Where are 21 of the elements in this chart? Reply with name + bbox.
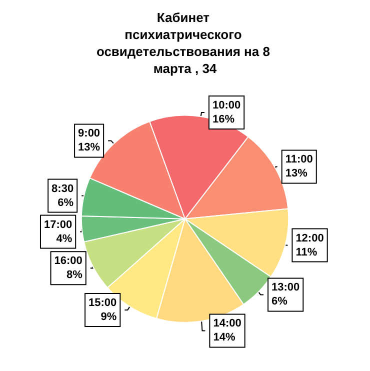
slice-label: 14:00 — [213, 318, 242, 330]
slice-label: 12:00 — [296, 232, 324, 244]
data-label: 14% — [213, 332, 236, 344]
data-label: 8% — [66, 269, 83, 282]
slice-label: 13:00 — [272, 282, 300, 294]
data-label: 11% — [296, 246, 318, 258]
slice-label: 9:00 — [78, 128, 100, 140]
slice-label: 11:00 — [285, 154, 313, 166]
data-label: 16% — [212, 114, 235, 126]
data-label: 13% — [285, 168, 308, 180]
data-label: 6% — [272, 296, 288, 308]
data-label: 13% — [78, 142, 100, 154]
data-label: 6% — [58, 196, 74, 209]
slice-label: 15:00 — [88, 296, 117, 309]
data-label: 4% — [56, 232, 72, 245]
chart-title: Кабинет психиатрического освидетельствования на 8 марта , 34 — [96, 10, 274, 76]
slice-label: 16:00 — [54, 255, 82, 268]
data-label: 9% — [100, 310, 117, 323]
slice-label: 17:00 — [44, 218, 72, 231]
slice-label: 10:00 — [212, 100, 241, 112]
slice-label: 8:30 — [52, 182, 74, 195]
